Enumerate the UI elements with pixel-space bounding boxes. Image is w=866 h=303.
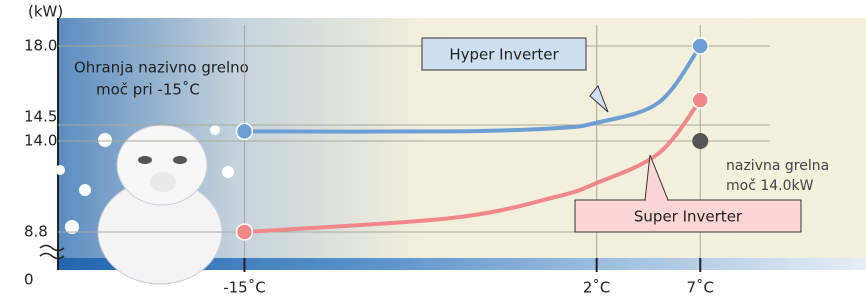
x-tick-label: 7˚C: [686, 279, 714, 297]
y-tick-label: 0: [24, 271, 34, 289]
data-point: [692, 38, 708, 54]
rated-point: [692, 133, 708, 149]
annotation: moč pri -15˚C: [96, 81, 200, 99]
x-tick-label: 2˚C: [583, 279, 611, 297]
y-axis-label: (kW): [28, 3, 63, 21]
rated-label: nazivna grelna: [726, 158, 829, 174]
legend-label: Hyper Inverter: [449, 46, 559, 64]
x-tick-label: -15˚C: [223, 279, 265, 297]
annotation: Ohranja nazivno grelno: [74, 59, 249, 77]
rated-label: moč 14.0kW: [726, 178, 814, 194]
y-tick-label: 14.0: [24, 132, 57, 150]
legend-label: Super Inverter: [634, 208, 743, 226]
data-point: [236, 123, 252, 139]
y-tick-label: 14.5: [24, 108, 57, 126]
data-point: [236, 224, 252, 240]
y-tick-label: 18.0: [24, 37, 57, 55]
data-point: [692, 92, 708, 108]
y-tick-label: 8.8: [24, 223, 48, 241]
chart: (kW) Ohranja nazivno grelno moč pri -15˚…: [0, 0, 866, 299]
